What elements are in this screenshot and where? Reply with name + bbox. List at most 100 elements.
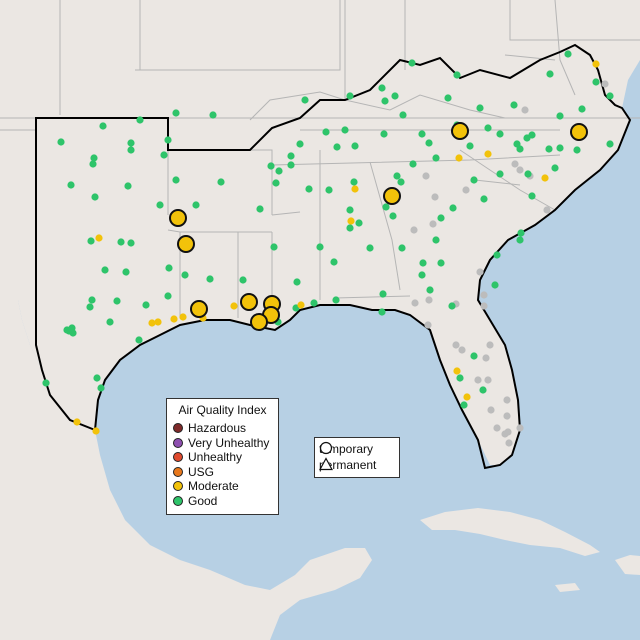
monitor-marker-good[interactable] [160,151,168,159]
monitor-marker-good[interactable] [513,140,521,148]
monitor-marker-good[interactable] [287,152,295,160]
monitor-marker-moderate[interactable] [95,234,103,242]
monitor-marker-no-data[interactable] [511,160,519,168]
monitor-marker-good[interactable] [172,176,180,184]
monitor-marker-good[interactable] [156,201,164,209]
monitor-marker-good[interactable] [135,336,143,344]
monitor-marker-good[interactable] [330,258,338,266]
monitor-marker-good[interactable] [113,297,121,305]
monitor-marker-good[interactable] [90,154,98,162]
monitor-marker-good[interactable] [556,112,564,120]
monitor-marker-good[interactable] [106,318,114,326]
monitor-marker-no-data[interactable] [474,376,482,384]
monitor-marker-good[interactable] [86,303,94,311]
monitor-marker-good[interactable] [42,379,50,387]
temporary-monitor-marker-moderate[interactable] [240,293,258,311]
temporary-monitor-marker-moderate[interactable] [190,300,208,318]
monitor-marker-no-data[interactable] [516,166,524,174]
monitor-marker-good[interactable] [496,130,504,138]
monitor-marker-good[interactable] [606,140,614,148]
monitor-marker-good[interactable] [479,386,487,394]
monitor-marker-good[interactable] [408,59,416,67]
monitor-marker-no-data[interactable] [425,296,433,304]
monitor-marker-good[interactable] [378,84,386,92]
monitor-marker-good[interactable] [322,128,330,136]
monitor-marker-no-data[interactable] [482,354,490,362]
monitor-marker-no-data[interactable] [452,341,460,349]
monitor-marker-good[interactable] [136,116,144,124]
monitor-marker-no-data[interactable] [503,396,511,404]
monitor-marker-good[interactable] [606,92,614,100]
monitor-marker-good[interactable] [351,142,359,150]
monitor-marker-good[interactable] [524,170,532,178]
monitor-marker-good[interactable] [124,182,132,190]
monitor-marker-good[interactable] [122,268,130,276]
monitor-marker-good[interactable] [305,185,313,193]
monitor-marker-moderate[interactable] [154,318,162,326]
monitor-marker-no-data[interactable] [429,220,437,228]
monitor-marker-good[interactable] [437,259,445,267]
monitor-marker-good[interactable] [341,126,349,134]
monitor-marker-good[interactable] [382,203,390,211]
monitor-marker-good[interactable] [63,326,71,334]
monitor-marker-good[interactable] [393,172,401,180]
monitor-marker-no-data[interactable] [601,80,609,88]
monitor-marker-good[interactable] [333,143,341,151]
monitor-marker-good[interactable] [470,352,478,360]
monitor-marker-good[interactable] [99,122,107,130]
monitor-marker-good[interactable] [425,139,433,147]
monitor-marker-no-data[interactable] [458,346,466,354]
monitor-marker-moderate[interactable] [230,302,238,310]
monitor-marker-no-data[interactable] [424,321,432,329]
monitor-marker-good[interactable] [164,136,172,144]
monitor-marker-good[interactable] [556,144,564,152]
monitor-marker-good[interactable] [456,374,464,382]
monitor-marker-no-data[interactable] [431,193,439,201]
monitor-marker-moderate[interactable] [148,319,156,327]
temporary-monitor-marker-moderate[interactable] [169,209,187,227]
monitor-marker-good[interactable] [181,271,189,279]
monitor-marker-good[interactable] [217,178,225,186]
monitor-marker-good[interactable] [491,281,499,289]
monitor-marker-no-data[interactable] [505,439,513,447]
monitor-marker-good[interactable] [380,130,388,138]
monitor-marker-no-data[interactable] [504,428,512,436]
monitor-marker-good[interactable] [476,104,484,112]
monitor-marker-good[interactable] [496,170,504,178]
monitor-marker-good[interactable] [573,146,581,154]
monitor-marker-good[interactable] [287,161,295,169]
monitor-marker-good[interactable] [91,193,99,201]
monitor-marker-good[interactable] [528,192,536,200]
monitor-marker-good[interactable] [355,219,363,227]
monitor-marker-no-data[interactable] [411,299,419,307]
monitor-marker-no-data[interactable] [503,412,511,420]
monitor-marker-good[interactable] [453,71,461,79]
monitor-marker-good[interactable] [418,130,426,138]
monitor-marker-good[interactable] [578,105,586,113]
monitor-marker-no-data[interactable] [516,424,524,432]
monitor-marker-good[interactable] [592,78,600,86]
monitor-marker-good[interactable] [117,238,125,246]
monitor-marker-good[interactable] [275,167,283,175]
monitor-marker-good[interactable] [69,329,77,337]
monitor-marker-good[interactable] [346,92,354,100]
monitor-marker-good[interactable] [67,181,75,189]
monitor-marker-good[interactable] [127,139,135,147]
monitor-marker-no-data[interactable] [521,106,529,114]
monitor-marker-no-data[interactable] [486,341,494,349]
monitor-layer[interactable] [42,50,614,447]
monitor-marker-good[interactable] [165,264,173,272]
temporary-monitor-marker-moderate[interactable] [383,187,401,205]
monitor-marker-good[interactable] [418,271,426,279]
monitor-marker-good[interactable] [206,275,214,283]
monitor-marker-no-data[interactable] [480,302,488,310]
monitor-marker-good[interactable] [516,236,524,244]
monitor-marker-moderate[interactable] [347,217,355,225]
monitor-marker-good[interactable] [517,229,525,237]
monitor-marker-good[interactable] [346,224,354,232]
monitor-marker-good[interactable] [528,131,536,139]
monitor-marker-good[interactable] [270,243,278,251]
monitor-marker-good[interactable] [551,164,559,172]
monitor-marker-good[interactable] [378,308,386,316]
